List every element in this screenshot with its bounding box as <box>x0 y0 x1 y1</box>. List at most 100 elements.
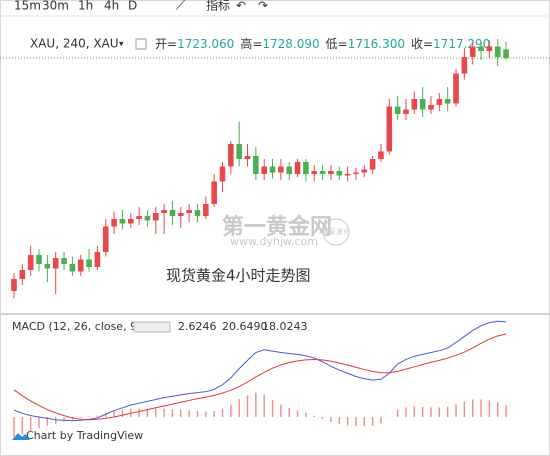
histogram-bar <box>238 399 240 418</box>
watermark-badge <box>322 218 350 246</box>
candle-body <box>194 210 201 216</box>
candle-body <box>328 171 334 174</box>
candle-body <box>228 144 234 167</box>
histogram-bar <box>155 408 157 418</box>
tradingview-logo <box>12 433 30 440</box>
candle-body <box>344 174 351 176</box>
macd-value-label: 18.0243 <box>262 320 308 333</box>
histogram-bar <box>505 404 507 418</box>
ohlc-label: 收= <box>411 37 433 51</box>
candle-body <box>86 259 92 267</box>
macd-value-label: 2.6246 <box>178 320 217 333</box>
watermark: 第一黄金网 www.dyhjw.com 独家发布 <box>222 214 350 248</box>
histogram-bar <box>363 417 365 427</box>
ohlc-value: 1723.060 <box>177 37 234 51</box>
candle-body <box>236 144 242 159</box>
candle-body <box>77 259 84 272</box>
candle-body <box>102 226 109 252</box>
redo-icon[interactable]: ↷ <box>258 0 268 13</box>
candle-body <box>469 46 476 57</box>
candle-body <box>44 264 51 269</box>
histogram-bar <box>288 407 290 418</box>
histogram-bar <box>438 407 441 418</box>
histogram-bar <box>13 417 15 438</box>
candle-body <box>61 258 67 264</box>
macd-line <box>13 333 507 421</box>
histogram-bar <box>413 406 416 418</box>
candle-body <box>19 270 26 279</box>
histogram-bar <box>138 408 140 418</box>
histogram-bar <box>346 417 349 426</box>
candle-body <box>269 166 276 173</box>
histogram-bar <box>121 409 124 418</box>
watermark-badge-text: 独家发布 <box>322 227 350 236</box>
candle-body <box>319 171 326 174</box>
histogram-bar <box>296 410 299 418</box>
candle-body <box>369 159 376 170</box>
candle-body <box>69 264 76 272</box>
ohlc-legend: 开=1723.060 高=1728.090 低=1716.300 收=1717.290 <box>155 36 490 51</box>
interval-button[interactable]: D <box>128 0 137 13</box>
visibility-icon[interactable] <box>135 38 147 50</box>
interval-button[interactable]: 4h <box>104 0 119 13</box>
indicators-button[interactable]: 指标 <box>206 0 230 13</box>
candle-body <box>219 166 226 182</box>
candle-body <box>203 204 209 216</box>
histogram-bar <box>163 408 165 418</box>
histogram-bar <box>405 407 407 418</box>
ohlc-value: 1717.290 <box>433 37 490 51</box>
histogram-bar <box>338 417 340 424</box>
histogram-bar <box>472 399 474 418</box>
histogram-bar <box>371 417 374 426</box>
histogram-bar <box>29 417 32 432</box>
histogram-bar <box>46 417 49 426</box>
candle-body <box>161 210 167 213</box>
candle-body <box>419 99 426 110</box>
candle-body <box>411 99 418 110</box>
interval-button[interactable]: 30m <box>42 0 69 13</box>
histogram-bar <box>330 417 332 423</box>
candle-body <box>27 255 34 270</box>
ohlc-label: 开= <box>155 37 177 51</box>
histogram-bar <box>96 415 99 418</box>
histogram-bar <box>105 412 107 418</box>
histogram-bar <box>246 395 249 418</box>
watermark-name: 第一黄金网 <box>222 214 332 240</box>
candle-body <box>494 46 501 57</box>
interval-button[interactable]: 1h <box>78 0 93 13</box>
histogram-bar <box>188 410 190 418</box>
histogram-bar <box>113 410 115 418</box>
histogram-bar <box>321 417 324 419</box>
histogram-bar <box>171 409 174 418</box>
undo-icon[interactable]: ↶ <box>236 0 246 13</box>
candle-body <box>261 166 267 174</box>
candle-body <box>444 99 451 104</box>
candle-body <box>169 210 176 216</box>
candle-body <box>244 156 251 159</box>
interval-button[interactable]: 15m <box>14 0 41 13</box>
histogram-bar <box>430 407 432 418</box>
symbol-caret[interactable]: ▾ <box>119 40 124 50</box>
candle-body <box>286 166 293 174</box>
candle-body <box>503 49 509 59</box>
histogram-bar <box>497 402 499 418</box>
ohlc-label: 低= <box>326 37 348 51</box>
candle-body <box>144 216 151 221</box>
footer[interactable]: Chart by TradingView <box>26 429 143 442</box>
histogram-bar <box>280 404 282 418</box>
candle-body <box>353 172 359 174</box>
candle-body <box>119 219 126 224</box>
ohlc-label: 高= <box>240 36 262 51</box>
compare-icon[interactable]: ⟋ <box>176 0 186 14</box>
candle-body <box>111 219 117 227</box>
macd-line <box>13 320 507 422</box>
histogram-bar <box>80 417 82 418</box>
candle-body <box>294 162 301 174</box>
candle-body <box>403 109 409 114</box>
histogram-bar <box>355 417 357 427</box>
indicator-controls[interactable] <box>133 321 171 333</box>
candle-body <box>394 106 401 114</box>
histogram-bar <box>305 412 307 418</box>
candle-body <box>52 258 59 269</box>
